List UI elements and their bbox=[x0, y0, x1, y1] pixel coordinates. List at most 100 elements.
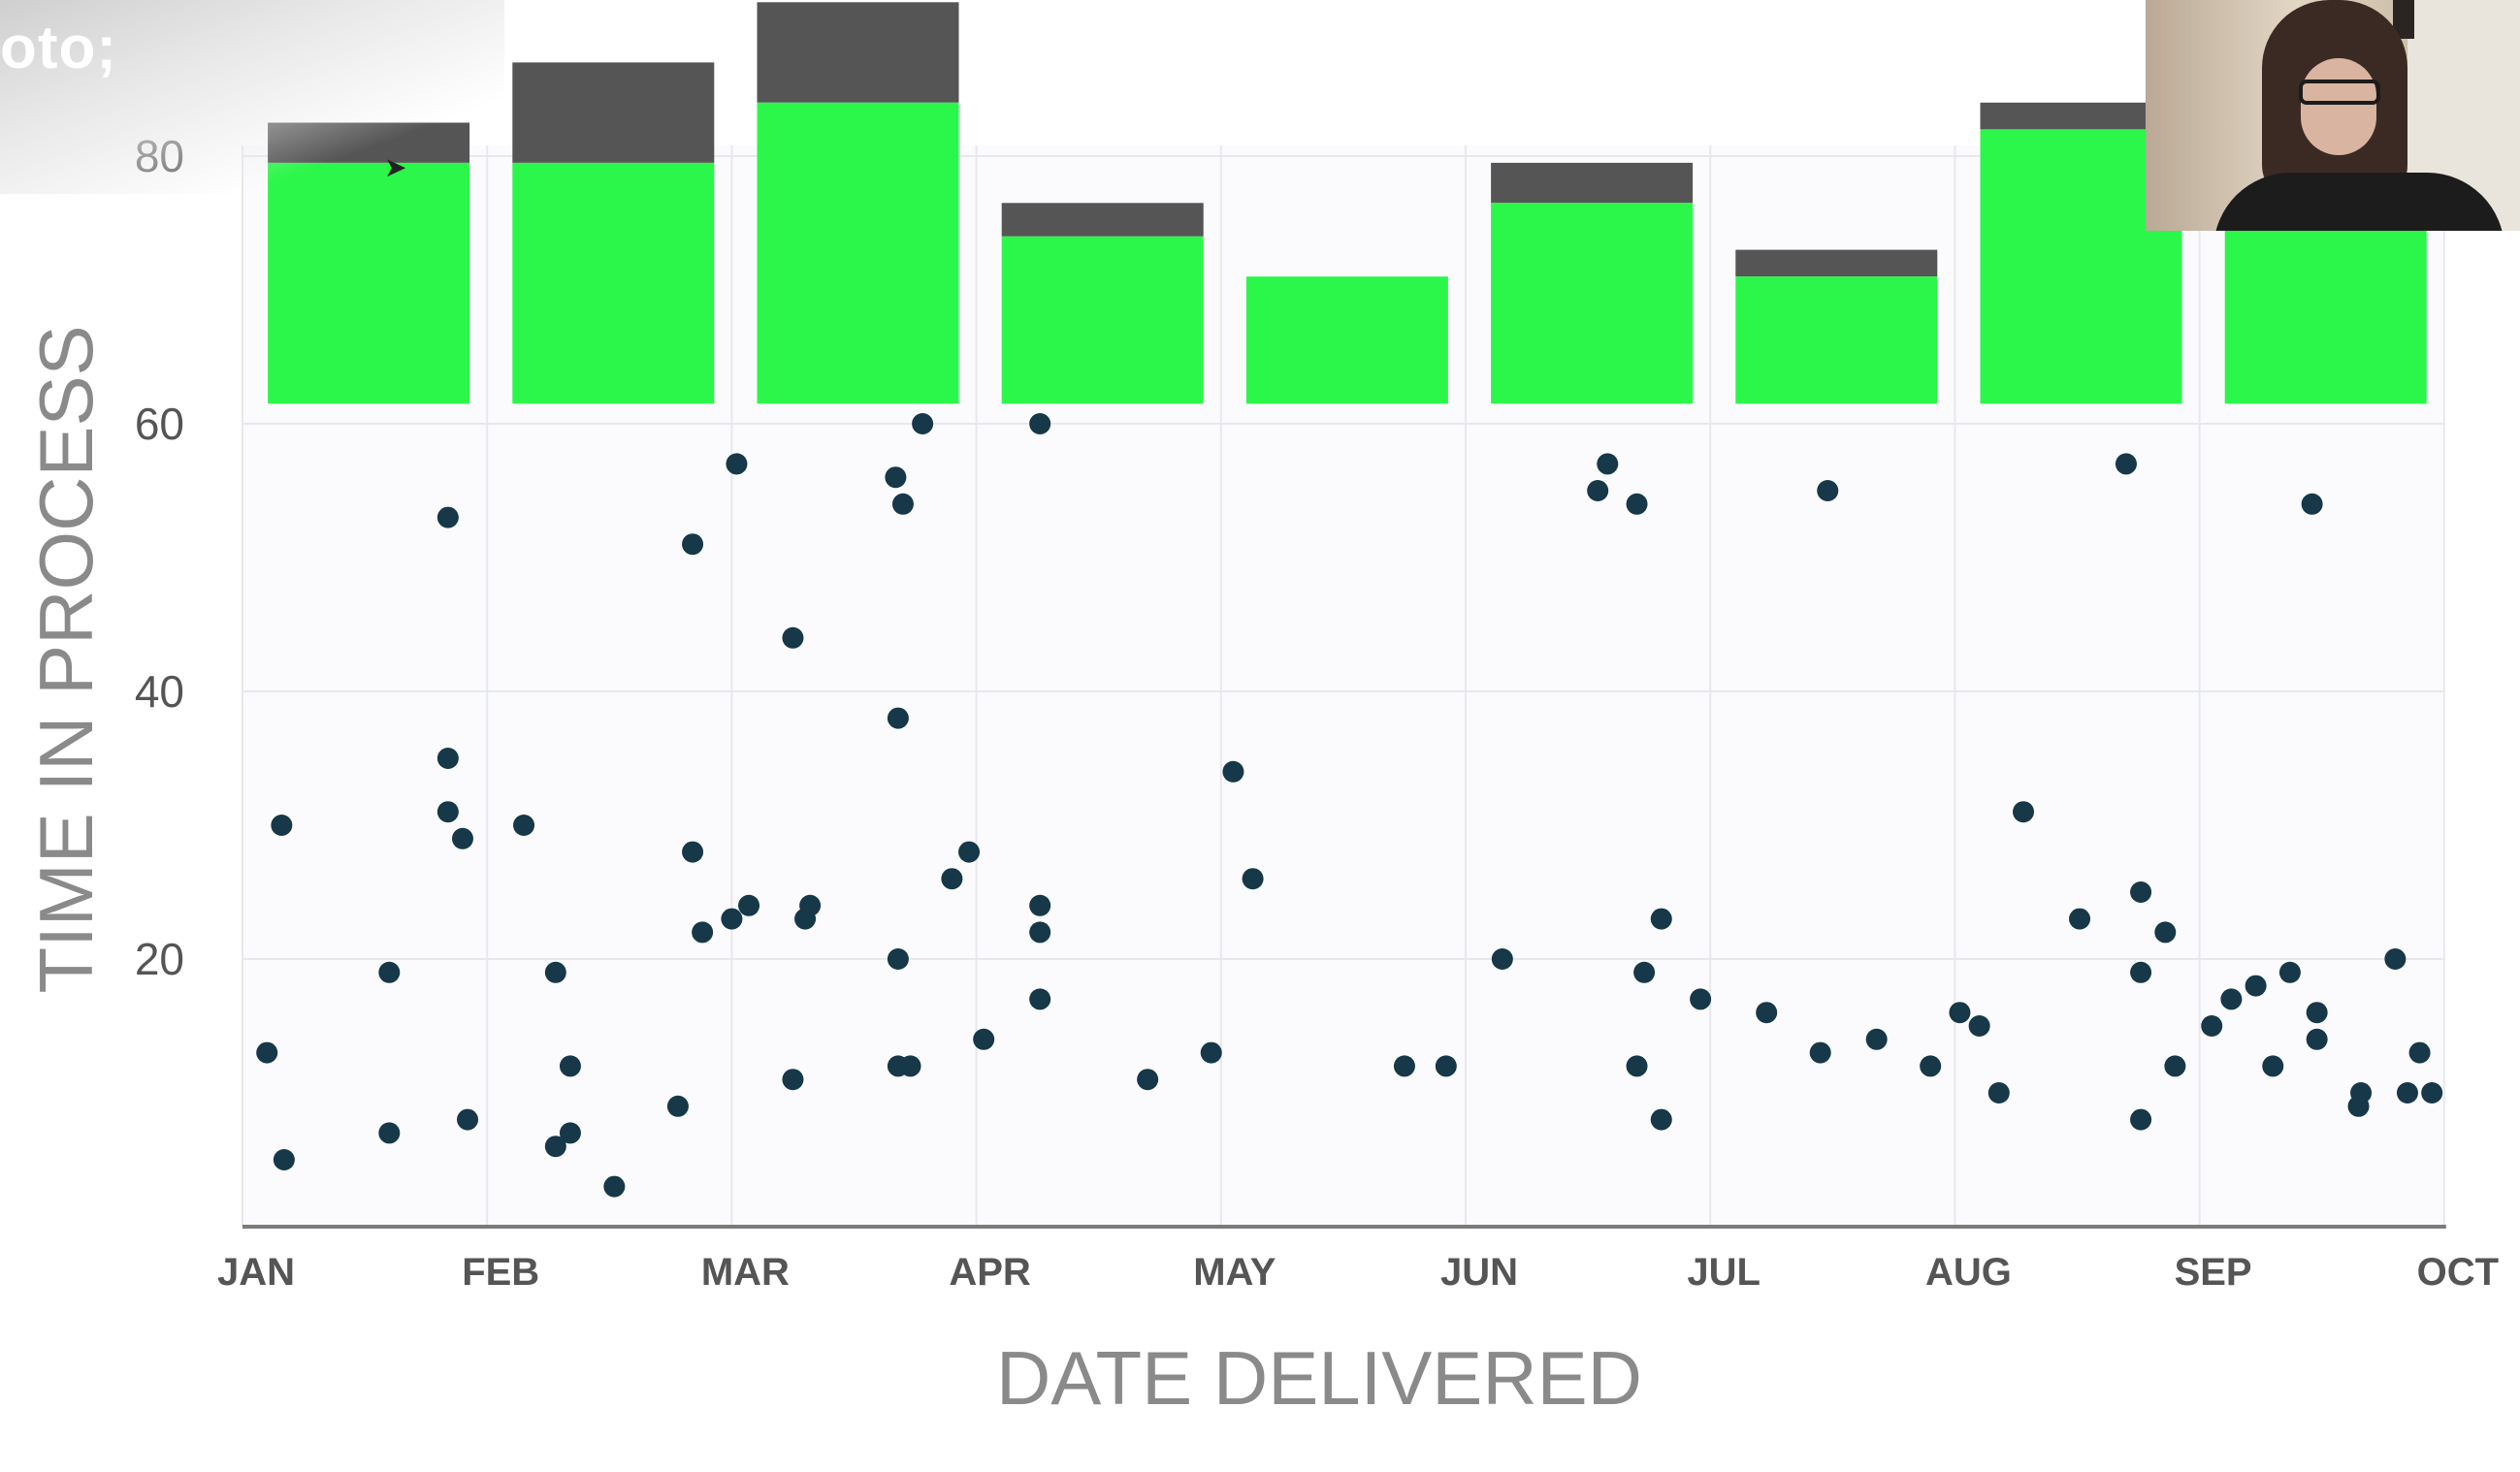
data-point bbox=[1968, 1015, 1990, 1037]
corner-overlay-text: oto; bbox=[0, 15, 118, 81]
data-point bbox=[799, 894, 822, 916]
data-point bbox=[692, 921, 714, 944]
x-tick-label: MAR bbox=[701, 1251, 790, 1294]
data-point bbox=[1222, 760, 1244, 783]
data-point bbox=[782, 626, 804, 649]
data-point bbox=[666, 1095, 689, 1117]
webcam-background-shadow bbox=[2393, 0, 2414, 39]
x-tick-label: JAN bbox=[217, 1251, 295, 1294]
data-point bbox=[378, 961, 401, 983]
bar-may bbox=[1245, 276, 1448, 404]
data-point bbox=[1029, 921, 1051, 944]
data-point bbox=[544, 961, 566, 983]
data-point bbox=[1137, 1069, 1159, 1091]
data-point bbox=[457, 1108, 479, 1131]
data-point bbox=[1597, 453, 1619, 475]
data-point bbox=[559, 1055, 581, 1077]
data-point bbox=[1393, 1055, 1415, 1077]
x-tick-label: SEP bbox=[2175, 1251, 2252, 1294]
data-point bbox=[2301, 493, 2323, 515]
data-point bbox=[899, 1055, 921, 1077]
data-point bbox=[738, 894, 760, 916]
bar-jun bbox=[1491, 203, 1694, 404]
bar-jan bbox=[268, 162, 470, 404]
webcam-person-shirt bbox=[2213, 173, 2504, 231]
data-point bbox=[912, 413, 934, 434]
data-point bbox=[682, 841, 704, 863]
data-point bbox=[513, 815, 535, 836]
data-point bbox=[2130, 961, 2152, 983]
data-point bbox=[958, 841, 981, 863]
data-point bbox=[887, 707, 909, 729]
data-point bbox=[559, 1122, 581, 1144]
data-point bbox=[2384, 948, 2407, 970]
data-point bbox=[1587, 480, 1609, 501]
data-point bbox=[1029, 988, 1051, 1010]
data-point bbox=[2262, 1055, 2284, 1077]
data-point bbox=[2220, 988, 2243, 1010]
y-axis-title: TIME IN PROCESS bbox=[23, 325, 109, 993]
data-point bbox=[782, 1069, 804, 1091]
data-point bbox=[2421, 1082, 2443, 1104]
data-point bbox=[544, 1136, 566, 1158]
bar-cap-feb bbox=[512, 62, 715, 163]
x-tick-label: FEB bbox=[462, 1251, 539, 1294]
data-point bbox=[2069, 908, 2091, 930]
x-tick-label: JUN bbox=[1440, 1251, 1518, 1294]
bar-feb bbox=[512, 162, 715, 404]
data-point bbox=[973, 1028, 995, 1050]
data-point bbox=[941, 868, 963, 890]
webcam-person-glasses bbox=[2299, 80, 2380, 105]
grid-lines bbox=[242, 145, 2445, 1227]
data-point bbox=[1029, 894, 1051, 916]
x-axis-title: DATE DELIVERED bbox=[996, 1335, 1642, 1421]
data-point bbox=[1809, 1041, 1831, 1064]
data-point bbox=[1817, 480, 1839, 501]
data-point bbox=[1987, 1082, 2010, 1104]
data-point bbox=[256, 1041, 278, 1064]
data-point bbox=[1626, 1055, 1648, 1077]
data-point bbox=[2306, 1028, 2328, 1050]
data-point bbox=[1756, 1002, 1778, 1024]
bar-jul bbox=[1735, 276, 1938, 404]
data-point bbox=[1491, 948, 1513, 970]
x-tick-label: JUL bbox=[1687, 1251, 1761, 1294]
data-point bbox=[1200, 1041, 1222, 1064]
x-tick-label: MAY bbox=[1193, 1251, 1276, 1294]
data-point bbox=[436, 748, 459, 769]
data-point bbox=[887, 948, 909, 970]
data-point bbox=[1029, 413, 1051, 434]
data-point bbox=[2115, 453, 2137, 475]
data-point bbox=[2201, 1015, 2223, 1037]
data-point bbox=[721, 908, 743, 930]
y-tick-label: 20 bbox=[135, 934, 184, 984]
bar-apr bbox=[1001, 236, 1204, 404]
data-point bbox=[1650, 1108, 1672, 1131]
data-point bbox=[682, 533, 704, 556]
data-point bbox=[1242, 868, 1264, 890]
y-tick-label: 40 bbox=[135, 666, 184, 717]
corner-shadow bbox=[0, 0, 504, 194]
webcam-overlay bbox=[2146, 0, 2520, 231]
data-point bbox=[436, 506, 459, 528]
data-point bbox=[2306, 1002, 2328, 1024]
bar-mar bbox=[757, 102, 959, 404]
bar-cap-apr bbox=[1001, 203, 1204, 237]
data-point bbox=[2164, 1055, 2186, 1077]
x-tick-label: APR bbox=[949, 1251, 1031, 1294]
data-points bbox=[256, 413, 2443, 1198]
bars bbox=[268, 2, 2427, 404]
data-point bbox=[1920, 1055, 1942, 1077]
x-tick-label: OCT bbox=[2417, 1251, 2499, 1294]
y-tick-label: 60 bbox=[135, 399, 184, 449]
data-point bbox=[1626, 493, 1648, 515]
data-point bbox=[726, 453, 748, 475]
data-point bbox=[2245, 975, 2267, 997]
data-point bbox=[885, 466, 907, 489]
data-point bbox=[2408, 1041, 2431, 1064]
data-point bbox=[2278, 961, 2301, 983]
data-point bbox=[2130, 1108, 2152, 1131]
data-point bbox=[1650, 908, 1672, 930]
bar-cap-mar bbox=[757, 2, 959, 103]
data-point bbox=[1633, 961, 1656, 983]
